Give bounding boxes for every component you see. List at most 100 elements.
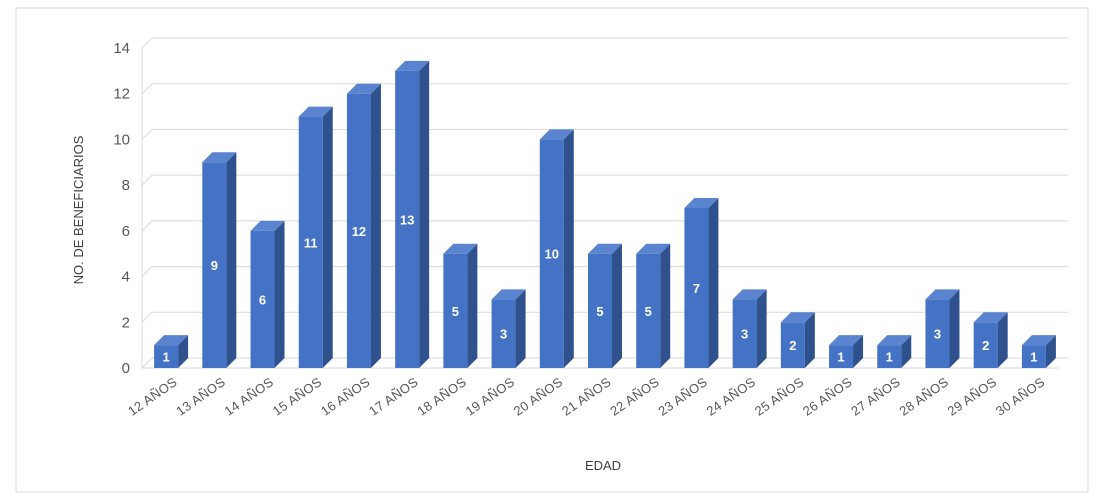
data-label: 13	[400, 212, 414, 227]
data-label: 11	[304, 235, 318, 250]
data-label: 5	[452, 304, 459, 319]
bar-side	[274, 220, 285, 368]
bar-front	[154, 345, 179, 368]
bar-4	[298, 106, 333, 369]
bar-7	[443, 243, 478, 368]
bar-13	[732, 289, 767, 368]
bar-top	[925, 289, 960, 300]
bar-front	[443, 253, 468, 368]
bar-10	[588, 243, 622, 368]
bar-top	[684, 198, 719, 208]
y-tick-label: 4	[122, 269, 130, 286]
bar-16	[877, 335, 912, 368]
bar-side	[467, 243, 478, 368]
bar-front	[829, 345, 854, 368]
bar-front	[732, 299, 757, 368]
bar-top	[588, 243, 622, 254]
data-label: 5	[596, 304, 603, 319]
gridline-wall	[141, 37, 153, 49]
bar-top	[1021, 335, 1056, 346]
data-label: 2	[982, 338, 989, 353]
data-label: 3	[741, 327, 748, 342]
bar-9	[539, 129, 574, 368]
x-axis-title: EDAD	[585, 458, 621, 473]
bar-12	[684, 198, 719, 368]
gridline-wall	[141, 129, 153, 140]
gridline-wall	[141, 174, 153, 186]
bar-6	[395, 60, 430, 368]
bar-front	[877, 345, 902, 368]
bar-top	[780, 312, 815, 323]
bar-side	[756, 289, 767, 368]
bar-side	[370, 83, 381, 368]
bar-top	[154, 335, 189, 346]
bar-front	[491, 299, 516, 368]
bar-top	[202, 152, 237, 163]
bar-front	[539, 139, 564, 368]
bar-top	[443, 243, 478, 254]
bar-side	[804, 312, 815, 368]
y-axis-title: NO. DE BENEFICIARIOS	[71, 135, 86, 284]
data-label: 1	[1030, 350, 1037, 365]
bar-top	[732, 289, 767, 300]
data-label: 1	[837, 350, 844, 365]
bar-front	[346, 93, 371, 368]
bar-5	[346, 83, 381, 368]
bar-side	[226, 152, 237, 368]
bar-side	[322, 106, 333, 369]
gridline-wall	[141, 311, 153, 323]
bar-side	[1045, 335, 1056, 368]
bar-front	[780, 322, 805, 368]
bars	[154, 60, 1056, 369]
bar-side	[178, 335, 189, 368]
bar-side	[419, 60, 430, 368]
y-tick-label: 14	[113, 40, 130, 57]
bar-front	[588, 253, 612, 368]
data-label: 2	[789, 338, 796, 353]
bar-top	[829, 335, 864, 346]
bar-side	[949, 289, 960, 368]
bar-11	[636, 243, 671, 368]
bar-top	[395, 60, 430, 71]
y-tick-label: 2	[122, 314, 130, 331]
bar-top	[539, 129, 574, 140]
y-tick-label: 0	[122, 360, 130, 377]
bar-top	[877, 335, 912, 346]
data-label: 3	[934, 327, 941, 342]
bar-top	[973, 312, 1008, 323]
data-label: 6	[259, 292, 266, 307]
bar-front	[925, 299, 950, 368]
gridline-wall	[141, 83, 153, 95]
gridline-wall	[141, 357, 153, 369]
bar-2	[202, 152, 237, 368]
bar-17	[925, 289, 960, 368]
bar-15	[829, 335, 864, 368]
data-label: 3	[500, 327, 507, 342]
y-tick-label: 10	[113, 131, 130, 148]
data-label: 10	[545, 247, 559, 262]
bar-1	[154, 335, 189, 368]
bar-18	[973, 312, 1008, 368]
bar-top	[636, 243, 671, 254]
bar-top	[491, 289, 526, 300]
bar-19	[1021, 335, 1056, 368]
data-label: 1	[162, 350, 169, 365]
y-tick-label: 8	[122, 177, 130, 194]
bar-14	[780, 312, 815, 368]
bar-front	[636, 253, 661, 368]
gridline-wall	[141, 266, 153, 277]
data-label: 9	[211, 258, 218, 273]
y-axis-ticks: 0 2 4 6 8 10 12 14	[113, 40, 130, 377]
bar-front	[1021, 345, 1046, 368]
bar-3	[250, 220, 285, 368]
bar-side	[515, 289, 526, 368]
bar-side	[563, 129, 574, 368]
data-label: 5	[645, 304, 652, 319]
bar-side	[612, 243, 622, 368]
data-label: 7	[693, 281, 700, 296]
y-tick-label: 6	[122, 223, 130, 240]
bar-front	[973, 322, 998, 368]
